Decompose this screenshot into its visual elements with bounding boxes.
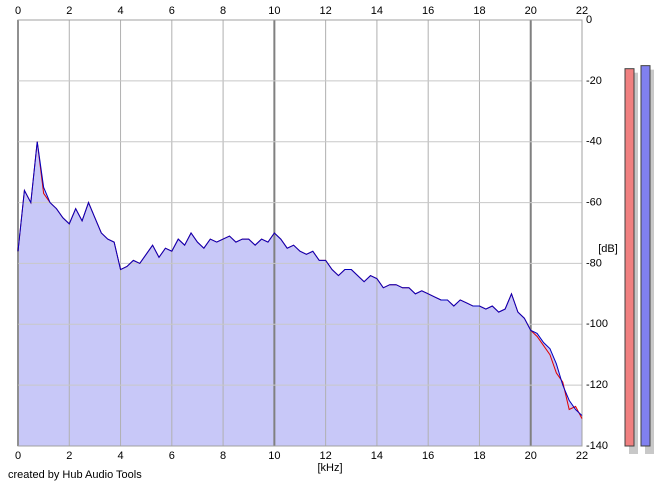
y-tick-label: -60	[586, 196, 602, 208]
y-tick-label: -80	[586, 257, 602, 269]
x-tick-label: 10	[268, 450, 280, 462]
level-meter	[640, 65, 651, 447]
y-tick-label: -20	[586, 75, 602, 87]
y-tick-label: -120	[586, 379, 608, 391]
x-tick-label: 6	[169, 450, 175, 462]
x-tick-label: 10	[268, 5, 280, 17]
y-axis-label: [dB]	[598, 243, 618, 255]
x-tick-label: 18	[473, 450, 485, 462]
x-tick-label: 16	[422, 5, 434, 17]
x-tick-label: 6	[169, 5, 175, 17]
x-tick-label: 8	[220, 450, 226, 462]
y-tick-label: -40	[586, 136, 602, 148]
x-axis-label: [kHz]	[317, 462, 342, 474]
x-tick-label: 8	[220, 5, 226, 17]
plot-border	[17, 19, 583, 447]
x-tick-label: 2	[66, 450, 72, 462]
x-tick-label: 20	[525, 5, 537, 17]
level-meter	[624, 68, 635, 447]
y-tick-label: -100	[586, 318, 608, 330]
x-tick-label: 4	[117, 450, 123, 462]
x-tick-label: 4	[117, 5, 123, 17]
x-tick-label: 2	[66, 5, 72, 17]
x-tick-label: 12	[320, 5, 332, 17]
x-tick-label: 0	[15, 450, 21, 462]
x-tick-label: 18	[473, 5, 485, 17]
x-tick-label: 16	[422, 450, 434, 462]
x-tick-label: 20	[525, 450, 537, 462]
y-tick-label: 0	[586, 14, 592, 26]
area-fill	[18, 141, 582, 446]
y-tick-label: -140	[586, 440, 608, 452]
spectrum-line	[17, 141, 583, 416]
credit: created by Hub Audio Tools	[8, 469, 142, 481]
x-tick-label: 14	[371, 5, 383, 17]
x-tick-label: 22	[576, 5, 588, 17]
x-tick-label: 0	[15, 5, 21, 17]
x-tick-label: 12	[320, 450, 332, 462]
x-tick-label: 14	[371, 450, 383, 462]
x-tick-label: 22	[576, 450, 588, 462]
